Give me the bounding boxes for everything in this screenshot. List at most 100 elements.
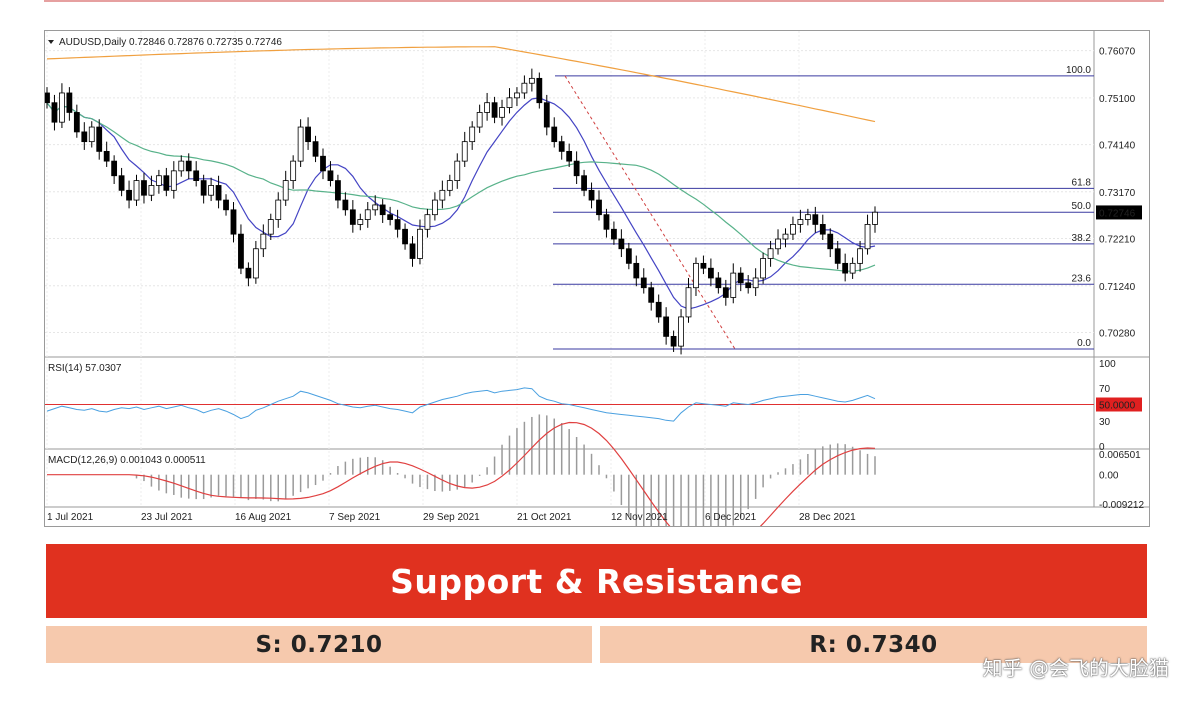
candle-bearish — [655, 301, 662, 318]
fib-level-label: 0.0 — [1077, 338, 1091, 349]
candle-bearish — [842, 262, 849, 274]
time-tick-label: 12 Nov 2021 — [611, 512, 668, 523]
candle-bullish — [484, 102, 491, 113]
candle-bullish — [857, 248, 863, 264]
candle-bearish — [715, 277, 722, 289]
candle-bearish — [141, 180, 147, 196]
candle-bullish — [208, 185, 215, 196]
rsi-tick-label: 100 — [1099, 359, 1116, 370]
candle-bullish — [872, 211, 878, 225]
macd-tick-label: -0.009212 — [1099, 500, 1144, 511]
levels-row: S: 0.7210 R: 0.7340 — [46, 626, 1147, 663]
price-tick-label: 0.73170 — [1099, 188, 1136, 199]
candle-bearish — [238, 233, 244, 269]
candle-bearish — [812, 214, 819, 225]
time-tick-label: 23 Jul 2021 — [141, 512, 193, 523]
candle-bullish — [178, 160, 185, 172]
fib-level-label: 100.0 — [1066, 65, 1091, 76]
candle-bullish — [767, 248, 774, 259]
candle-bullish — [506, 97, 513, 108]
rsi-panel-title: RSI(14) 57.0307 — [48, 363, 122, 374]
price-tick-label: 0.70280 — [1099, 328, 1136, 339]
candle-bearish — [737, 272, 744, 284]
candle-bullish — [155, 175, 162, 186]
price-tick-label: 0.72210 — [1099, 235, 1136, 246]
candle-bearish — [648, 287, 655, 303]
macd-panel-title: MACD(12,26,9) 0.001043 0.000511 — [48, 455, 206, 466]
fib-level-label: 23.6 — [1072, 273, 1092, 284]
candle-bearish — [215, 185, 222, 201]
time-tick-label: 7 Sep 2021 — [329, 512, 381, 523]
candle-bearish — [707, 267, 714, 279]
candle-bearish — [342, 199, 349, 211]
candle-bearish — [45, 92, 50, 104]
candle-bullish — [133, 180, 140, 201]
dropdown-triangle-icon[interactable] — [48, 40, 54, 44]
top-divider — [44, 0, 1164, 2]
candle-bearish — [611, 228, 617, 240]
candle-bearish — [230, 209, 237, 235]
candle-bullish — [752, 277, 759, 289]
candle-bearish — [573, 160, 580, 177]
candle-bullish — [357, 219, 364, 225]
candle-bearish — [305, 126, 311, 143]
candle-bullish — [678, 316, 684, 347]
candle-bullish — [476, 112, 483, 128]
candle-bearish — [349, 209, 356, 225]
candle-bullish — [290, 160, 297, 181]
candle-bullish — [364, 209, 371, 220]
banner-title: Support & Resistance — [390, 561, 803, 601]
rsi-tick-label: 30 — [1099, 417, 1111, 428]
candle-bearish — [551, 126, 558, 143]
candle-bearish — [745, 282, 752, 289]
candle-bullish — [760, 258, 767, 279]
candle-bullish — [170, 170, 177, 191]
candle-bearish — [327, 170, 334, 181]
candle-bullish — [790, 224, 796, 235]
candle-bearish — [491, 102, 498, 118]
trading-chart[interactable]: 100.0 61.8 50.0 38.2 23.6 0.0 0.76070 0.75100 0… — [44, 30, 1150, 527]
fib-level-label: 50.0 — [1072, 201, 1092, 212]
candle-bearish — [223, 199, 229, 211]
candle-bullish — [275, 199, 282, 220]
candle-bullish — [514, 92, 520, 99]
candle-bearish — [81, 131, 88, 143]
candle-bearish — [51, 102, 58, 123]
last-price-tag — [1096, 205, 1142, 220]
rsi-level-tag — [1096, 397, 1142, 412]
candle-bullish — [864, 224, 871, 250]
candle-bearish — [387, 214, 394, 220]
candle-bearish — [663, 316, 670, 337]
candle-bullish — [528, 77, 535, 84]
fib-level-label: 38.2 — [1072, 233, 1092, 244]
macd-signal-line — [47, 421, 876, 526]
rsi-tick-label: 0 — [1099, 442, 1105, 453]
support-resistance-banner: Support & Resistance — [46, 544, 1147, 618]
candle-bearish — [722, 287, 729, 298]
time-tick-label: 1 Jul 2021 — [47, 512, 94, 523]
candle-bullish — [454, 160, 461, 181]
candle-bullish — [849, 262, 856, 274]
candle-bearish — [670, 335, 677, 347]
time-tick-label: 29 Sep 2021 — [423, 512, 480, 523]
candle-bearish — [402, 228, 408, 245]
candle-bullish — [693, 262, 699, 289]
candle-bearish — [566, 150, 573, 162]
candle-bullish — [797, 219, 804, 225]
candle-bearish — [335, 180, 341, 201]
price-tick-label: 0.74140 — [1099, 141, 1136, 152]
candle-bullish — [267, 219, 274, 235]
candle-bearish — [536, 77, 543, 104]
candle-bullish — [59, 92, 65, 123]
candle-bearish — [73, 112, 80, 133]
rsi-tick-label: 70 — [1099, 384, 1111, 395]
candle-bullish — [88, 126, 95, 143]
candle-bearish — [185, 160, 192, 172]
time-tick-label: 6 Dec 2021 — [705, 512, 757, 523]
candle-bearish — [320, 155, 326, 172]
candle-bearish — [103, 150, 110, 162]
macd-tick-label: 0.00 — [1099, 471, 1119, 482]
candle-bullish — [282, 180, 289, 201]
candle-bullish — [439, 189, 446, 201]
candle-bullish — [260, 233, 267, 250]
